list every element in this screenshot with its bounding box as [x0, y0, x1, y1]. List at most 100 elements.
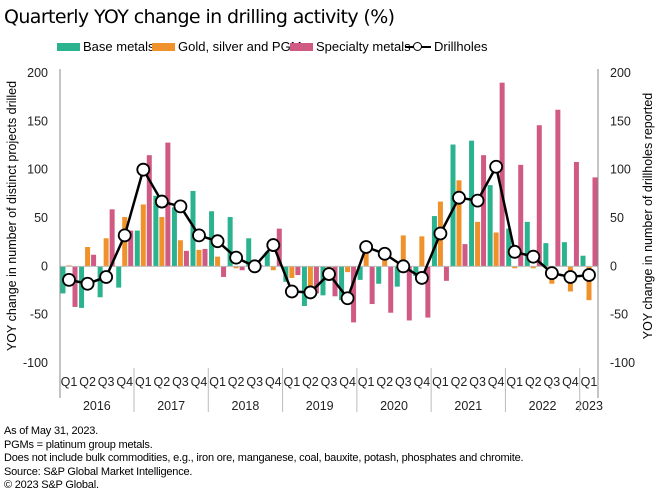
drillholes-point — [433, 226, 448, 241]
drillholes-point — [340, 291, 355, 306]
x-tick-label: Q4 — [116, 375, 133, 389]
legend-swatch-gold — [152, 42, 175, 51]
x-tick-label: Q3 — [98, 375, 115, 389]
x-tick-label: Q4 — [191, 375, 208, 389]
legend-item-drillholes: Drillholes — [405, 39, 487, 54]
bar-gold-silver-and-pgms — [159, 217, 165, 267]
left-tick-label: 0 — [41, 259, 48, 273]
x-tick-label: Q4 — [414, 375, 431, 389]
x-tick-label: Q1 — [506, 375, 523, 389]
bar-specialty-metals — [146, 155, 152, 267]
bar-specialty-metals — [518, 164, 524, 267]
x-year-label: 2021 — [454, 399, 482, 413]
bar-specialty-metals — [462, 244, 468, 267]
x-tick-label: Q3 — [544, 375, 561, 389]
x-tick-label: Q2 — [228, 375, 245, 389]
bar-specialty-metals — [313, 266, 319, 294]
x-tick-label: Q1 — [61, 375, 78, 389]
bar-specialty-metals — [592, 177, 598, 267]
bar-gold-silver-and-pgms — [103, 238, 109, 267]
left-axis-ticks: 200 150 100 50 0 -50 -100 — [23, 66, 48, 370]
bar-specialty-metals — [239, 266, 245, 271]
legend-item-base-metals: Base metals — [57, 39, 155, 54]
bar-gold-silver-and-pgms — [345, 266, 351, 273]
drillholes-point — [154, 194, 169, 209]
right-tick-label: -50 — [610, 308, 628, 322]
drillholes-point — [507, 244, 522, 259]
bar-gold-silver-and-pgms — [512, 266, 518, 269]
drillholes-point — [377, 246, 392, 261]
bar-specialty-metals — [128, 230, 134, 267]
drillholes-point — [192, 228, 206, 243]
legend-item-gold-silver-pgms: Gold, silver and PGMs — [152, 39, 308, 54]
drillholes-point — [266, 238, 281, 252]
x-tick-label: Q3 — [172, 375, 189, 389]
bar-gold-silver-and-pgms — [493, 232, 499, 267]
bar-base-metals — [394, 266, 400, 287]
x-tick-label: Q3 — [321, 375, 338, 389]
bar-base-metals — [506, 228, 512, 267]
drillholes-point — [80, 276, 95, 291]
x-tick-label: Q1 — [209, 375, 226, 389]
x-tick-label: Q2 — [451, 375, 468, 389]
legend-swatch-base-metals — [57, 42, 80, 51]
bar-specialty-metals — [573, 161, 579, 267]
bar-base-metals — [134, 230, 140, 267]
bar-base-metals — [97, 266, 103, 298]
bar-specialty-metals — [72, 266, 78, 307]
legend-swatch-specialty — [290, 42, 313, 51]
bar-specialty-metals — [202, 248, 208, 267]
drillholes-point — [414, 271, 429, 285]
x-year-label: 2020 — [380, 399, 408, 413]
note-exclusions: Does not include bulk commodities, e.g.,… — [4, 452, 524, 464]
note-copyright: © 2023 S&P Global. — [4, 479, 99, 491]
x-axis-ticks: Q1 Q2 Q3 Q4 Q1 Q2 Q3 Q4 Q1 Q2 Q3 Q4 Q1 Q2 Q3 Q4 Q1 Q2 Q3 Q4… — [61, 368, 603, 413]
x-tick-label: Q1 — [358, 375, 375, 389]
bar-gold-silver-and-pgms — [140, 204, 146, 267]
bar-gold-silver-and-pgms — [270, 266, 276, 271]
chart-title: Quarterly YOY change in drilling activit… — [4, 6, 395, 28]
left-axis-title: YOY change in number of distinct project… — [5, 81, 19, 351]
drillholes-point — [526, 249, 541, 264]
bar-base-metals — [171, 207, 177, 267]
x-tick-label: Q2 — [302, 375, 319, 389]
bar-gold-silver-and-pgms — [400, 235, 406, 267]
right-tick-label: 50 — [610, 211, 624, 225]
left-tick-label: 50 — [34, 211, 48, 225]
bar-gold-silver-and-pgms — [382, 259, 388, 267]
x-tick-label: Q1 — [284, 375, 301, 389]
bar-base-metals — [450, 144, 456, 267]
x-year-label: 2019 — [306, 399, 334, 413]
x-tick-label: Q2 — [154, 375, 171, 389]
x-year-label: 2022 — [529, 399, 557, 413]
x-tick-label: Q4 — [488, 375, 505, 389]
bar-base-metals — [246, 238, 252, 267]
bar-specialty-metals — [481, 155, 487, 267]
bar-base-metals — [431, 216, 437, 267]
x-tick-label: Q2 — [376, 375, 393, 389]
x-year-label: 2016 — [83, 399, 111, 413]
x-year-label: 2017 — [157, 399, 185, 413]
bar-base-metals — [487, 185, 493, 267]
left-tick-label: 200 — [27, 66, 48, 80]
bar-specialty-metals — [443, 266, 449, 281]
bar-specialty-metals — [351, 266, 357, 323]
bar-base-metals — [264, 251, 270, 267]
x-year-label: 2018 — [232, 399, 260, 413]
bar-gold-silver-and-pgms — [475, 221, 481, 267]
bar-specialty-metals — [555, 109, 561, 267]
bar-specialty-metals — [536, 125, 542, 267]
bar-base-metals — [116, 266, 122, 288]
left-tick-label: 100 — [27, 163, 48, 177]
bar-base-metals — [190, 190, 196, 267]
x-tick-label: Q3 — [246, 375, 263, 389]
drillholes-point — [99, 270, 114, 284]
bar-gold-silver-and-pgms — [456, 180, 462, 267]
legend-label: Specialty metals — [316, 39, 411, 54]
drillholes-point — [229, 250, 244, 265]
x-tick-label: Q4 — [562, 375, 579, 389]
bar-gold-silver-and-pgms — [85, 247, 91, 267]
drillholes-point — [359, 240, 374, 254]
drillholes-point — [470, 193, 485, 208]
